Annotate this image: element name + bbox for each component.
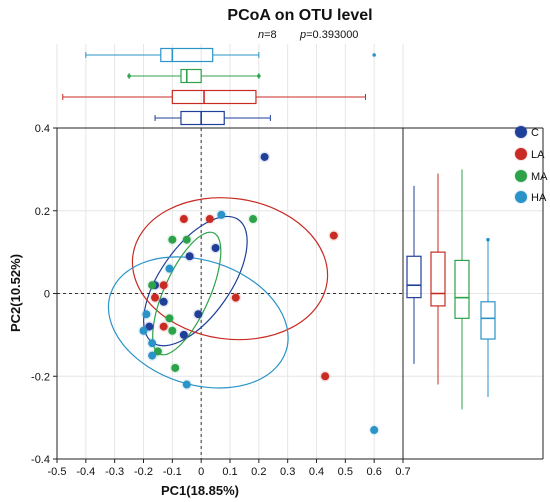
- x-tick-label: 0.4: [309, 466, 324, 478]
- data-point-ma: [165, 314, 174, 323]
- x-tick-label: 0: [198, 466, 204, 478]
- x-tick-label: -0.4: [76, 466, 95, 478]
- data-point-ha: [142, 310, 151, 319]
- chart-title: PCoA on OTU level: [227, 7, 372, 24]
- x-tick-label: 0.2: [251, 466, 266, 478]
- data-point-la: [231, 293, 240, 302]
- scatter-panel: -0.5 -0.4 -0.3 -0.2 -0.1 0 0.1 0.2 0.3 0.4 0.5 0.6 0…: [31, 123, 543, 478]
- top-box-ma: [180, 68, 202, 84]
- p-value-text: p=0.393000: [299, 29, 358, 41]
- data-point-ma: [171, 363, 180, 372]
- top-outlier: [127, 74, 131, 78]
- y-tick-label: 0: [44, 289, 50, 301]
- y-tick-label: -0.2: [31, 371, 50, 383]
- right-box-la: [430, 251, 446, 307]
- y-tick-label: 0.2: [35, 206, 50, 218]
- data-point-ma: [249, 215, 258, 224]
- sample-size-text: n=8: [258, 29, 277, 41]
- data-point-ma: [182, 235, 191, 244]
- data-point-ma: [168, 326, 177, 335]
- top-box-la: [171, 89, 257, 105]
- legend-marker-c: [515, 126, 527, 138]
- confidence-ellipse-ha: [107, 256, 289, 389]
- data-point-c: [159, 297, 168, 306]
- data-point-ha: [148, 339, 157, 348]
- legend-label-c: C: [531, 127, 539, 139]
- x-tick-label: -0.2: [134, 466, 153, 478]
- right-box-c: [406, 255, 422, 299]
- right-outlier: [486, 237, 490, 242]
- top-box-c: [180, 110, 225, 126]
- data-point-ha: [165, 264, 174, 273]
- right-box-ha: [480, 301, 496, 340]
- legend-marker-ma: [515, 170, 527, 182]
- x-tick-label: -0.1: [163, 466, 182, 478]
- data-point-la: [205, 215, 214, 224]
- y-tick-label: -0.4: [31, 454, 50, 466]
- top-box-ha: [160, 47, 214, 63]
- data-point-ma: [148, 281, 157, 290]
- data-point-ha: [182, 380, 191, 389]
- data-point-ma: [153, 347, 162, 356]
- data-point-c: [185, 252, 194, 261]
- data-point-la: [329, 231, 338, 240]
- data-point-c: [194, 310, 203, 319]
- legend-label-ha: HA: [531, 192, 547, 204]
- confidence-ellipse-la: [131, 197, 329, 341]
- x-tick-label: 0.1: [222, 466, 237, 478]
- x-tick-label: 0.7: [395, 466, 410, 478]
- x-tick-label: 0.3: [280, 466, 295, 478]
- data-point-c: [260, 152, 269, 161]
- data-point-ha: [217, 210, 226, 219]
- x-tick-label: -0.3: [105, 466, 124, 478]
- p-value-value: =0.393000: [306, 29, 358, 41]
- legend-marker-ha: [515, 191, 527, 203]
- data-point-la: [159, 281, 168, 290]
- data-point-la: [321, 372, 330, 381]
- data-point-la: [179, 215, 188, 224]
- top-outlier: [257, 74, 261, 78]
- data-point-c: [211, 243, 220, 252]
- data-point-ha: [139, 326, 148, 335]
- top-outlier: [372, 53, 376, 57]
- sample-size-label: n: [258, 29, 264, 41]
- legend-label-la: LA: [531, 149, 545, 161]
- data-point-la: [159, 322, 168, 331]
- right-box-ma: [454, 259, 470, 319]
- x-tick-label: 0.6: [367, 466, 382, 478]
- data-point-ha: [148, 351, 157, 360]
- data-point-c: [179, 330, 188, 339]
- y-axis-label: PC2(10.52%): [8, 254, 23, 332]
- legend: C LA MA HA: [514, 125, 548, 204]
- data-point-ma: [168, 235, 177, 244]
- legend-marker-la: [515, 148, 527, 160]
- data-point-ha: [370, 426, 379, 435]
- legend-label-ma: MA: [531, 171, 548, 183]
- x-axis-label: PC1(18.85%): [161, 483, 239, 498]
- p-value-label: p: [299, 29, 306, 41]
- sample-size-value: =8: [264, 29, 277, 41]
- data-point-la: [151, 293, 160, 302]
- y-tick-label: 0.4: [35, 123, 50, 135]
- top-boxplot-panel: [56, 44, 404, 128]
- data-point-c: [145, 322, 154, 331]
- x-tick-label: 0.5: [338, 466, 353, 478]
- x-tick-label: -0.5: [48, 466, 67, 478]
